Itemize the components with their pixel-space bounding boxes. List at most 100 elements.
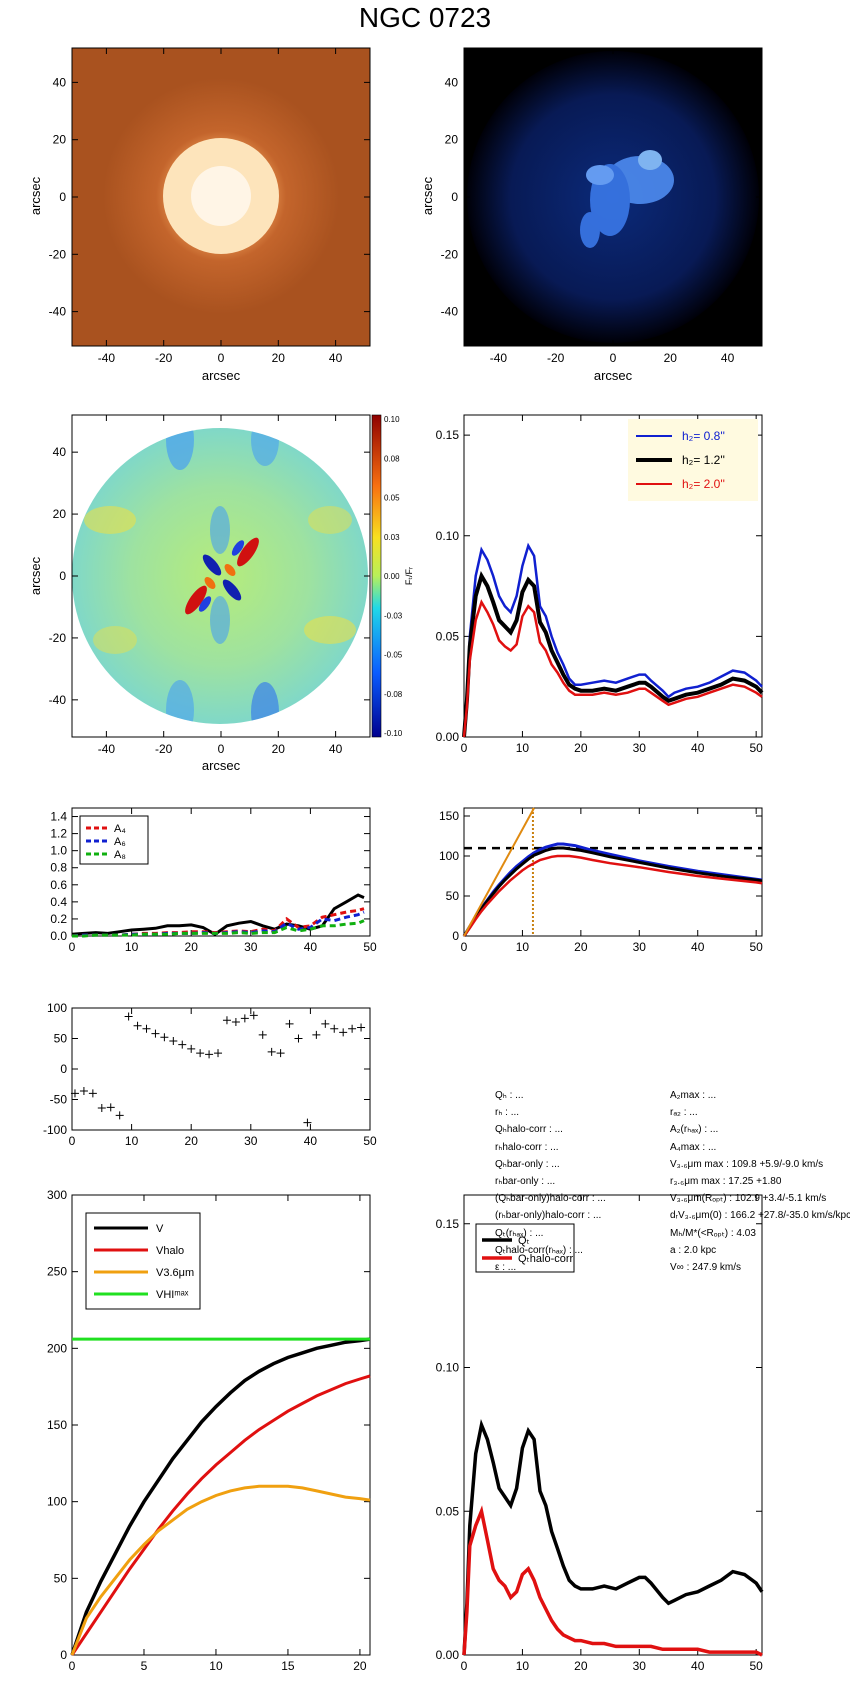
legend-label: VHIᵐᵃˣ [156,1289,189,1301]
parameter-row: V₃.₆μm(Rₒₚₜ) : 102.9 +3.4/-5.1 km/s [670,1193,827,1205]
x-tick-label: -20 [547,351,565,365]
y-tick-label: 1.4 [50,810,67,824]
parameter-row: (rₕbar-only)halo-corr : ... [495,1210,602,1222]
qt-halo-plot-area: 0 10 20 30 40 50 0.00 0.05 0.10 0.15 Qₜ Qₜhalo-corr [436,1194,764,1673]
y-tick-label: -100 [43,1123,67,1137]
legend-label: h₂= 1.2'' [682,453,725,467]
x-tick-label: 40 [304,1134,318,1148]
x-tick-label: 30 [244,1134,258,1148]
y-tick-label: -20 [441,247,459,261]
scatter-point [133,1021,142,1030]
x-tick-label: -40 [490,351,508,365]
scatter-point [321,1019,330,1028]
scatter-point [88,1089,97,1098]
image-res-ylabel: arcsec [420,176,435,215]
vmodel-panel: 0 5 10 15 20050100150200250300VVhaloV3.6μmVH… [47,1188,371,1673]
force-map-xlabel: arcsec [202,758,241,773]
scatter-point [205,1050,214,1059]
scatter-point [312,1030,321,1039]
y-tick-label: 0 [59,569,66,583]
scatter-point [276,1049,285,1058]
legend-label: A₆ [114,836,126,848]
qt-plot-area: 0 10 20 30 40 50 0.00 0.05 0.10 0.15 h₂= 0.8'' h₂= … [436,414,764,755]
plot-frame [71,807,371,937]
parameter-row: V∞ : 247.9 km/s [670,1261,742,1273]
legend-label: h₂= 0.8'' [682,429,725,443]
x-tick-label: 15 [281,1659,295,1673]
y-tick-label: -20 [49,631,67,645]
parameter-row: A₂max : ... [670,1090,717,1101]
series-line-1 [462,1505,763,1657]
parameter-row: (Qₕbar-only)halo-corr : ... [495,1193,606,1205]
parameter-row: Qₜ(rₕₐₓ) : ... [495,1227,544,1239]
scatter-point [231,1018,240,1027]
scatter-point [303,1118,312,1127]
x-tick-label: 30 [633,1659,647,1673]
x-tick-label: 0 [218,742,225,756]
x-tick-label: 20 [574,1659,588,1673]
y-tick-label: 0 [59,190,66,204]
scatter-point [142,1024,151,1033]
x-tick-label: 20 [574,741,588,755]
parameter-row: Mₕ/M*(<Rₒₚₜ) : 4.03 [670,1227,756,1239]
parameter-row: a : 2.0 kpc [670,1244,717,1256]
x-tick-label: 10 [125,1134,139,1148]
colorbar-tick-label: 0.10 [384,415,400,424]
y-tick-label: -40 [49,305,67,319]
qt-halo-panel: 0 10 20 30 40 50 0.00 0.05 0.10 0.15 Qₜ Qₜhalo-corr [436,1194,764,1673]
y-tick-label: 20 [53,507,67,521]
x-tick-label: -20 [155,351,173,365]
x-tick-label: 50 [749,1659,763,1673]
x-tick-label: 40 [329,351,343,365]
y-tick-label: 40 [445,75,459,89]
y-tick-label: 20 [445,133,459,147]
galaxy-nucleus [191,166,251,226]
legend-label: Qₜhalo-corr [518,1253,574,1265]
scatter-point [79,1086,88,1095]
y-tick-label: 0.05 [436,629,460,643]
phase-plot-area: 0 10 20 30 40 50 -100 -50 0 50 100 [43,1001,377,1148]
residual-bar-features [580,150,674,248]
a2-panel: 0 10 20 30 40 50 0.0 0.2 0.4 0.6 0.8 1.0 1.2 1.4 A₄A₆A… [50,807,377,954]
y-tick-label: 0.4 [50,895,67,909]
x-tick-label: 20 [353,1659,367,1673]
y-tick-label: 0.00 [436,730,460,744]
scatter-point [160,1033,169,1042]
x-tick-label: 20 [664,351,678,365]
colorbar-tick-label: -0.03 [384,611,403,620]
x-tick-label: 30 [633,940,647,954]
series-line-1 [462,570,764,738]
x-tick-label: 30 [244,940,258,954]
legend-label: Qₜ [518,1235,530,1247]
y-tick-label: 40 [53,75,67,89]
y-tick-label: 300 [47,1188,67,1202]
x-tick-label: 50 [363,940,377,954]
image-res-xlabel: arcsec [594,368,633,383]
x-tick-label: 20 [185,940,199,954]
series-line-0 [462,1418,764,1656]
image-33-xlabel: arcsec [202,368,241,383]
x-tick-label: 10 [516,741,530,755]
colorbar [371,414,382,738]
x-tick-label: 40 [329,742,343,756]
x-tick-label: 0 [461,1659,468,1673]
y-tick-label: 0.15 [436,428,460,442]
x-tick-label: 0 [69,1134,76,1148]
y-tick-label: 50 [446,889,460,903]
legend-label: Vhalo [156,1245,184,1257]
vcurve-panel: 0 10 20 30 40 50 0 50 100 150 [439,807,763,954]
force-map-disk [72,428,368,724]
colorbar-tick-label: -0.08 [384,690,403,699]
x-tick-label: 50 [363,1134,377,1148]
colorbar-tick-label: 0.05 [384,494,400,503]
x-tick-label: 0 [461,940,468,954]
force-map-ylabel: arcsec [28,556,43,595]
colorbar-tick-label: 0.08 [384,454,400,463]
parameter-row: rₐ₂ : ... [670,1107,698,1119]
scatter-point [214,1049,223,1058]
scatter-point [294,1034,303,1043]
scatter-point [178,1040,187,1049]
series-line-2 [462,599,763,738]
parameter-row: rₕhalo-corr : ... [495,1141,559,1153]
x-tick-label: 20 [185,1134,199,1148]
